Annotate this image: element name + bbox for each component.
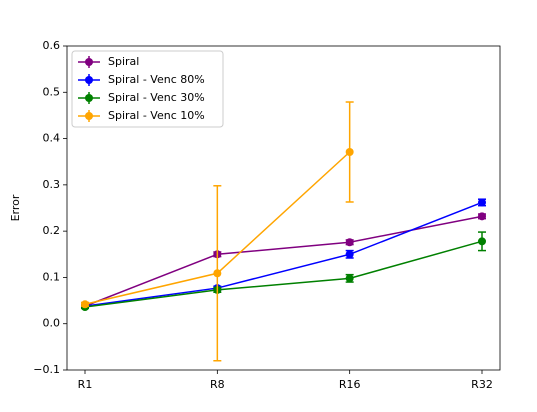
legend-marker [85, 112, 93, 120]
legend-marker [85, 76, 93, 84]
marker [345, 250, 354, 259]
series-line [84, 215, 483, 307]
x-tick-label: R8 [210, 378, 225, 391]
marker [81, 300, 89, 309]
marker [478, 212, 486, 221]
y-tick-label: 0.1 [43, 270, 61, 283]
y-tick-label: −0.1 [33, 363, 60, 376]
marker [345, 147, 354, 156]
legend-marker [85, 94, 93, 102]
y-axis-label: Error [9, 194, 22, 221]
legend-label: Spiral - Venc 10% [108, 109, 205, 122]
x-tick-label: R16 [339, 378, 361, 391]
y-tick-label: 0.0 [43, 317, 61, 330]
series-line [84, 201, 483, 307]
marker [213, 269, 222, 278]
marker [345, 274, 354, 283]
plot-frame [66, 45, 501, 371]
y-tick-label: 0.6 [43, 39, 61, 52]
legend-label: Spiral - Venc 30% [108, 91, 205, 104]
y-tick-label: 0.2 [43, 224, 61, 237]
series-line [84, 240, 483, 308]
y-tick-label: 0.5 [43, 85, 61, 98]
x-tick-label: R32 [471, 378, 493, 391]
legend-label: Spiral - Venc 80% [108, 73, 205, 86]
marker [478, 198, 486, 207]
legend-label: Spiral [108, 55, 139, 68]
x-tick-label: R1 [78, 378, 93, 391]
marker [478, 237, 486, 246]
marker [345, 238, 354, 247]
legend-marker [85, 58, 93, 66]
y-tick-label: 0.3 [43, 178, 61, 191]
y-tick-label: 0.4 [43, 132, 61, 145]
legend-frame [71, 50, 224, 128]
